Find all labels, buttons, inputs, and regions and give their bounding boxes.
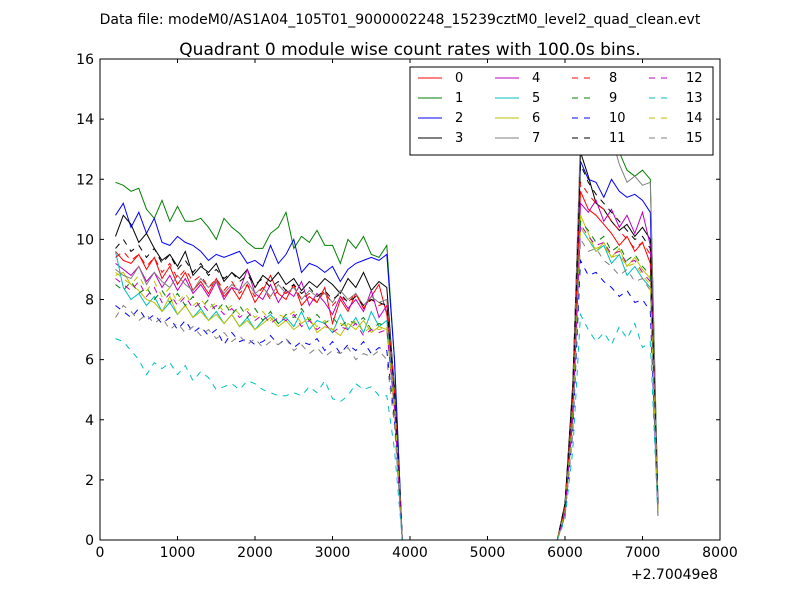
y-tick-label: 4 — [85, 413, 94, 429]
y-tick-label: 2 — [85, 473, 94, 489]
data-file-suptitle: Data file: modeM0/AS1A04_105T01_90000022… — [100, 12, 701, 28]
x-tick-label: 2000 — [237, 545, 273, 561]
legend-label-7: 7 — [532, 131, 540, 146]
series-line-9 — [115, 220, 659, 541]
legend-label-0: 0 — [455, 71, 463, 86]
legend-label-15: 15 — [686, 131, 703, 146]
legend-label-6: 6 — [532, 111, 540, 126]
legend-label-12: 12 — [686, 71, 703, 86]
x-tick-label: 5000 — [470, 545, 506, 561]
y-tick-label: 8 — [85, 293, 94, 309]
chart-title: Quadrant 0 module wise count rates with … — [179, 40, 640, 60]
legend-label-13: 13 — [686, 91, 703, 106]
legend-label-9: 9 — [609, 91, 617, 106]
legend-label-2: 2 — [455, 111, 463, 126]
legend-label-4: 4 — [532, 71, 540, 86]
x-tick-label: 6000 — [547, 545, 583, 561]
series-line-15 — [115, 237, 659, 541]
series-line-11 — [115, 164, 659, 541]
x-tick-label: 3000 — [315, 545, 351, 561]
legend-label-5: 5 — [532, 91, 540, 106]
series-layer — [115, 108, 659, 541]
x-tick-label: 7000 — [625, 545, 661, 561]
y-tick-label: 0 — [85, 533, 94, 549]
series-line-0 — [115, 191, 659, 541]
x-offset-label: +2.70049e8 — [631, 567, 718, 583]
series-line-13 — [115, 312, 659, 541]
legend-label-8: 8 — [609, 71, 617, 86]
y-tick-label: 16 — [76, 52, 94, 68]
legend-label-11: 11 — [609, 131, 626, 146]
ticks-layer: 0 1000 2000 3000 4000 5000 6000 7000 80000246810… — [76, 52, 738, 561]
legend-label-1: 1 — [455, 91, 463, 106]
y-tick-label: 14 — [76, 112, 94, 128]
legend-frame — [409, 66, 714, 156]
x-tick-label: 8000 — [702, 545, 738, 561]
y-tick-label: 12 — [76, 172, 94, 188]
x-tick-label: 1000 — [160, 545, 196, 561]
legend-label-10: 10 — [609, 111, 626, 126]
legend-label-3: 3 — [455, 131, 463, 146]
legend-label-14: 14 — [686, 111, 703, 126]
y-tick-label: 6 — [85, 353, 94, 369]
x-tick-label: 0 — [96, 545, 105, 561]
series-line-8 — [115, 180, 659, 541]
x-tick-label: 4000 — [392, 545, 428, 561]
y-tick-label: 10 — [76, 232, 94, 248]
series-line-12 — [115, 222, 659, 541]
